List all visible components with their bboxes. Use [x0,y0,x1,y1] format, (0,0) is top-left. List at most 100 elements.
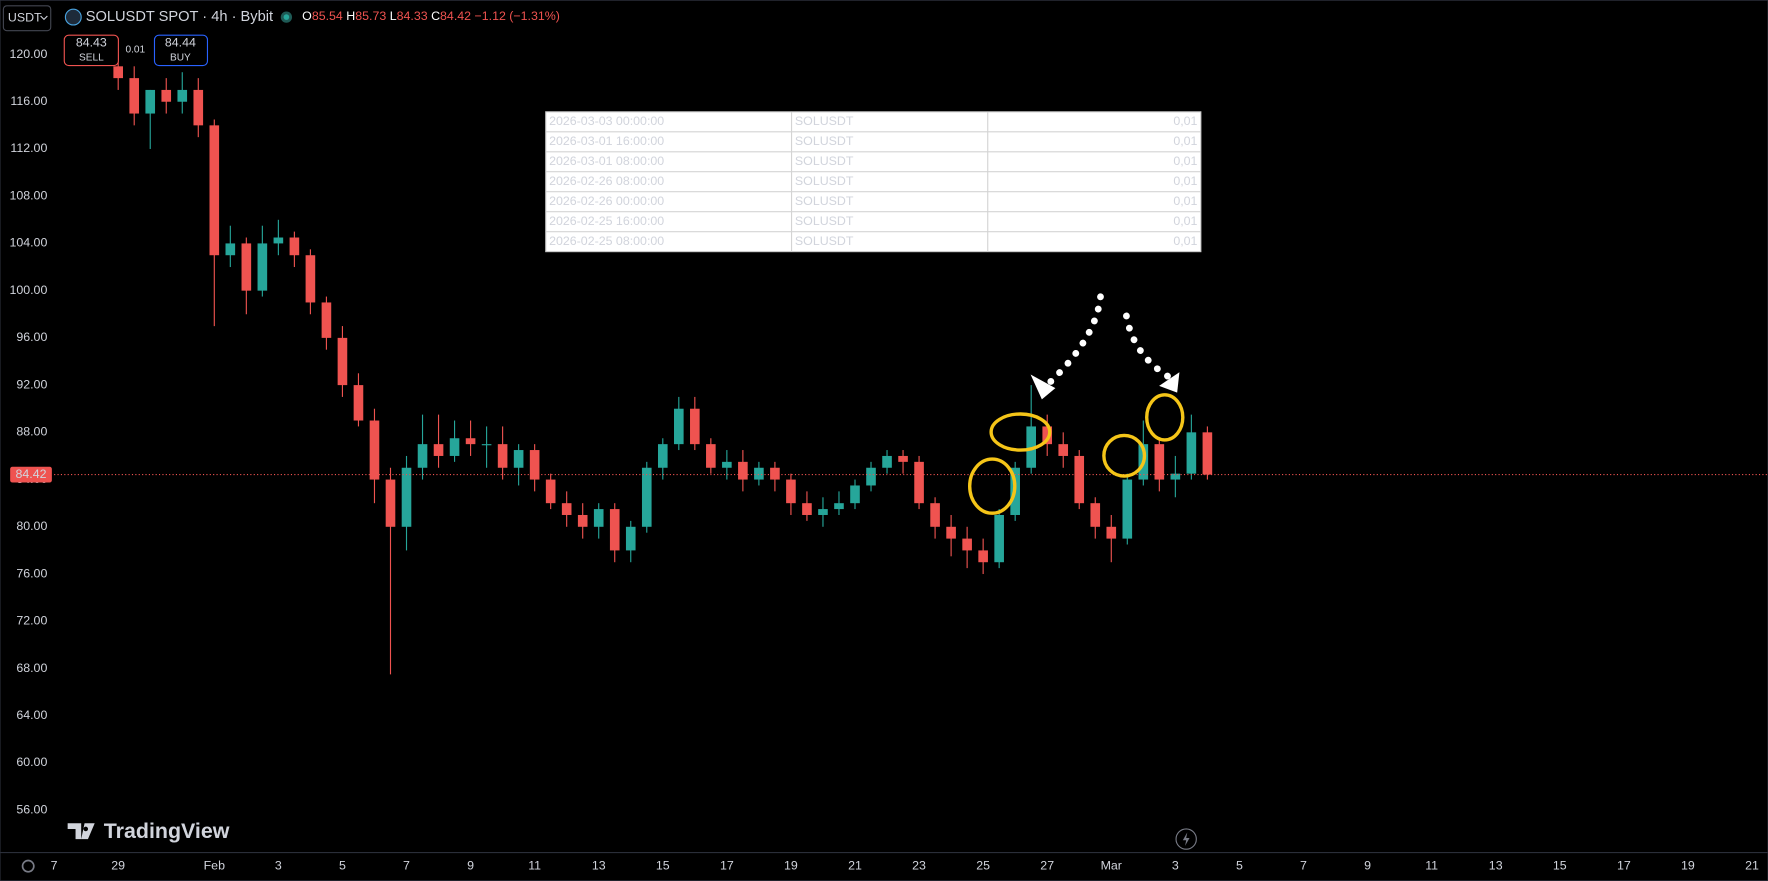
candle-body [770,467,780,480]
candle-body [561,503,572,515]
x-tick-label: 21 [1745,858,1759,872]
candle-body [225,243,236,256]
candle-body [994,514,1004,563]
highlight-circle [968,457,1017,515]
candle-body [129,78,140,114]
table-cell: 2026-02-25 16:00:00 [549,214,664,228]
candle-body [257,243,268,291]
candle-body [241,243,252,291]
candle-body [1202,432,1213,475]
candle-body [1042,426,1053,445]
candle-body [657,444,668,468]
y-tick-label: 120.00 [9,47,47,61]
x-tick-label: 15 [656,858,670,872]
arrow-head [1030,374,1056,400]
x-tick-label: 13 [592,858,606,872]
ohlc-key: O [302,9,312,23]
candle-body [1090,503,1101,527]
candle-body [369,420,380,480]
x-tick-label: 19 [1681,858,1695,872]
y-tick-label: 60.00 [16,755,47,769]
arrow-head [1159,372,1180,393]
x-tick-label: 29 [111,858,125,872]
candle-body [914,461,924,504]
symbol-logo [64,8,82,26]
x-tick-label: 25 [976,858,990,872]
x-tick-label: 7 [403,858,410,872]
sell-button[interactable] [63,34,119,67]
y-tick-label: 92.00 [16,377,47,391]
arrow-heads [1030,372,1180,400]
quote-selector-label[interactable]: USDT [8,11,42,25]
table-cell: SOLUSDT [795,174,854,188]
sell-price[interactable]: 84.43 [76,35,107,49]
candle-body [882,455,892,468]
candle-body [193,89,204,126]
y-tick-label: 104.00 [9,236,47,250]
watermark-logo [67,823,95,840]
candle-body [946,526,956,539]
candle-body [529,450,540,480]
candle-body [930,503,940,527]
table-cell: SOLUSDT [795,194,854,208]
quantity: 0.01 [125,44,145,55]
quote-selector[interactable] [2,5,52,32]
ohlc-value: 84.33 [397,9,428,23]
change: −1.12 (−1.31%) [475,9,560,23]
y-tick-label: 80.00 [16,519,47,533]
candle-body [641,467,652,527]
candle-body [706,444,716,468]
settings-button[interactable] [21,859,35,873]
candle-body [449,438,460,456]
table-cell: 0,01 [1173,114,1197,128]
buy-label[interactable]: BUY [170,52,191,63]
table-cell: 2026-03-01 08:00:00 [549,154,664,168]
symbol-title: SOLUSDT SPOT · 4h · Bybit [86,9,273,25]
x-tick-label: 23 [912,858,926,872]
candle-body [898,455,908,462]
x-tick-label: 5 [1236,858,1243,872]
highlight-circle [989,412,1052,452]
y-tick-label: 116.00 [10,94,47,108]
chevron [40,15,48,21]
dotted-arrow [1123,312,1174,382]
table-cell: SOLUSDT [795,234,854,248]
table-cell: SOLUSDT [795,154,854,168]
candle-body [593,509,604,527]
x-tick-label: 7 [1300,858,1307,872]
table-cell: 2026-03-01 16:00:00 [549,134,664,148]
candle-body [1106,526,1117,539]
x-tick-label: 11 [1425,858,1438,872]
candle-body [625,526,636,551]
candle-body [273,237,284,244]
x-tick-label: 21 [848,858,862,872]
candle-body [866,467,876,486]
candle-body [1186,432,1197,474]
candle-body [754,467,764,480]
candle-body [577,514,588,527]
x-tick-label: 3 [275,858,282,872]
table-cell: SOLUSDT [795,134,854,148]
x-tick-label: 11 [528,858,541,872]
x-tick-label: 15 [1553,858,1567,872]
candle-body [1154,444,1165,480]
candle-body [850,485,860,504]
buy-price[interactable]: 84.44 [165,35,196,49]
lightning-button[interactable] [1175,828,1197,850]
ohlc-value: 85.54 [312,9,343,23]
candle-body [802,503,812,515]
y-tick-label: 88.00 [16,425,47,439]
candle-body [962,538,972,551]
candle-body [353,385,364,421]
dotted-arrow [1045,293,1104,387]
candle-body [497,444,508,468]
buy-button[interactable] [153,34,209,67]
highlight-circle [1102,433,1147,478]
sell-label[interactable]: SELL [79,52,104,63]
table-cell: SOLUSDT [795,214,854,228]
highlight-circles [968,393,1185,515]
candle-body [1058,444,1069,456]
candle-body [1074,455,1085,504]
candle-body [834,503,844,510]
